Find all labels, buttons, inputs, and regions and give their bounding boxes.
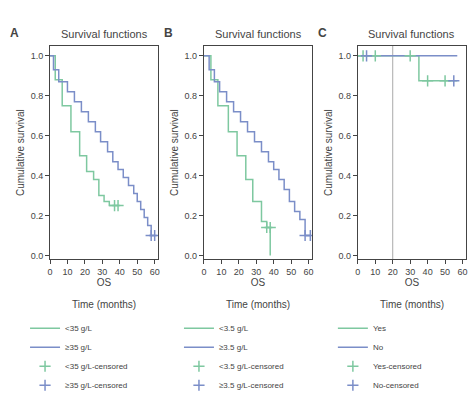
svg-text:0.2: 0.2 [31, 211, 44, 221]
svg-text:0.4: 0.4 [339, 171, 352, 181]
svg-text:B: B [164, 26, 173, 40]
svg-text:0.2: 0.2 [339, 211, 352, 221]
svg-text:30: 30 [251, 267, 261, 277]
svg-text:40: 40 [269, 267, 279, 277]
svg-text:Cumulative survival: Cumulative survival [323, 109, 334, 196]
svg-text:<3.5 g/L-censored: <3.5 g/L-censored [219, 362, 284, 371]
svg-text:0.0: 0.0 [31, 251, 44, 261]
svg-text:C: C [318, 26, 327, 40]
svg-text:0.8: 0.8 [31, 91, 44, 101]
svg-text:20: 20 [234, 267, 244, 277]
svg-text:Time (months): Time (months) [72, 299, 136, 310]
svg-text:30: 30 [97, 267, 107, 277]
svg-text:Survival functions: Survival functions [61, 28, 148, 40]
svg-text:≥35 g/L-censored: ≥35 g/L-censored [65, 381, 127, 390]
svg-text:<35 g/L: <35 g/L [65, 324, 92, 333]
svg-text:1.0: 1.0 [31, 51, 44, 61]
svg-text:Time (months): Time (months) [226, 299, 290, 310]
svg-text:0: 0 [201, 267, 206, 277]
svg-text:0.8: 0.8 [185, 91, 198, 101]
svg-text:10: 10 [62, 267, 72, 277]
svg-text:0.0: 0.0 [185, 251, 198, 261]
svg-text:1.0: 1.0 [185, 51, 198, 61]
svg-text:0.8: 0.8 [339, 91, 352, 101]
svg-text:≥35 g/L: ≥35 g/L [65, 343, 92, 352]
svg-text:40: 40 [423, 267, 433, 277]
svg-text:20: 20 [388, 267, 398, 277]
svg-text:No: No [373, 343, 384, 352]
svg-text:≥3.5 g/L-censored: ≥3.5 g/L-censored [219, 381, 283, 390]
svg-text:0.6: 0.6 [185, 131, 198, 141]
svg-text:<35 g/L-censored: <35 g/L-censored [65, 362, 128, 371]
svg-text:0.6: 0.6 [31, 131, 44, 141]
svg-text:0.2: 0.2 [185, 211, 198, 221]
svg-text:1.0: 1.0 [339, 51, 352, 61]
svg-text:30: 30 [405, 267, 415, 277]
svg-text:Time (months): Time (months) [380, 299, 444, 310]
svg-text:≥3.5 g/L: ≥3.5 g/L [219, 343, 248, 352]
svg-text:Cumulative survival: Cumulative survival [169, 109, 180, 196]
svg-text:20: 20 [80, 267, 90, 277]
svg-text:50: 50 [286, 267, 296, 277]
svg-text:10: 10 [216, 267, 226, 277]
svg-text:Survival functions: Survival functions [215, 28, 302, 40]
svg-text:Yes: Yes [373, 324, 386, 333]
svg-text:50: 50 [440, 267, 450, 277]
svg-text:Yes-censored: Yes-censored [373, 362, 422, 371]
svg-text:Cumulative survival: Cumulative survival [15, 109, 26, 196]
svg-text:10: 10 [370, 267, 380, 277]
svg-text:<3.5 g/L: <3.5 g/L [219, 324, 249, 333]
svg-text:0.0: 0.0 [339, 251, 352, 261]
svg-text:Survival functions: Survival functions [368, 28, 455, 40]
svg-text:0.6: 0.6 [339, 131, 352, 141]
svg-text:40: 40 [115, 267, 125, 277]
svg-text:60: 60 [458, 267, 468, 277]
svg-text:0.4: 0.4 [31, 171, 44, 181]
svg-text:0: 0 [47, 267, 52, 277]
svg-text:60: 60 [150, 267, 160, 277]
svg-text:OS: OS [251, 277, 266, 288]
svg-text:60: 60 [304, 267, 314, 277]
svg-text:No-censored: No-censored [373, 381, 419, 390]
svg-text:A: A [10, 26, 19, 40]
svg-text:OS: OS [405, 277, 420, 288]
svg-text:0.4: 0.4 [185, 171, 198, 181]
svg-text:50: 50 [132, 267, 142, 277]
svg-text:0: 0 [355, 267, 360, 277]
svg-text:OS: OS [97, 277, 112, 288]
